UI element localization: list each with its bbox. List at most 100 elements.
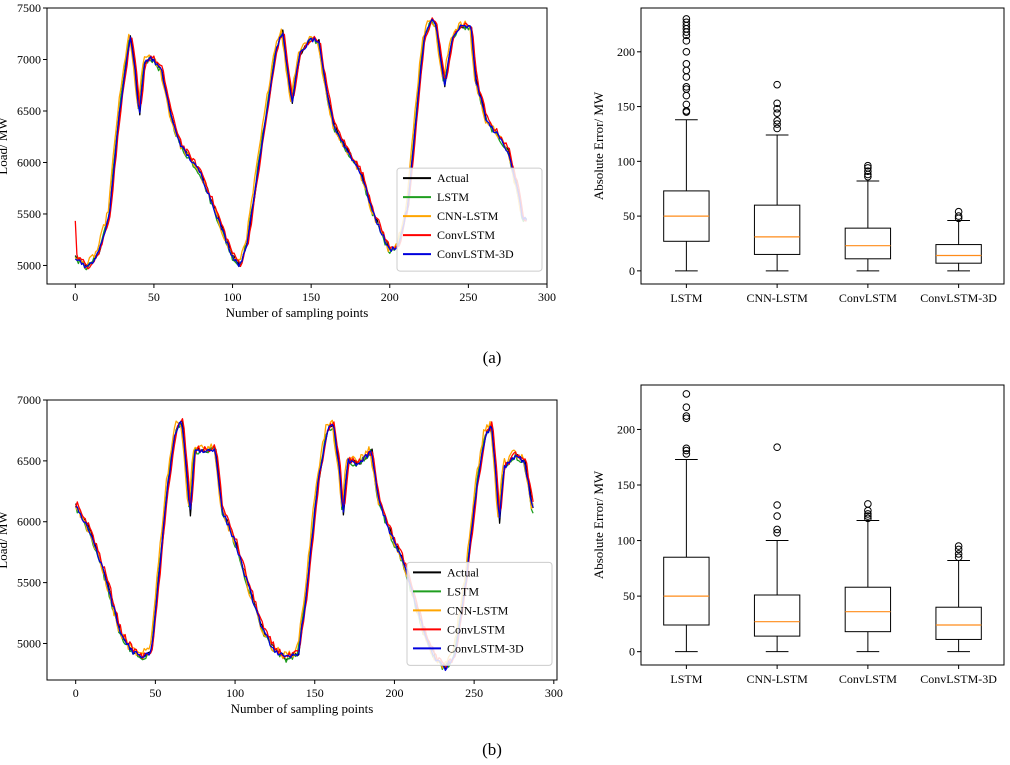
- b-box-ytick-label-2: 100: [617, 534, 635, 548]
- panel-a-line-chart: 0 50 100 150 200 250 300 5000 5500 6000 6500 7000 75…: [0, 1, 556, 320]
- a-box-outlier-1-2: [773, 117, 781, 125]
- b-box-box-1: [753, 594, 801, 637]
- a-line-legend-label-2: CNN-LSTM: [437, 209, 499, 223]
- panel-label-a: (a): [483, 348, 502, 367]
- b-box-outlier-1-3: [773, 501, 781, 509]
- b-line-xtick-label-5: 250: [465, 686, 483, 700]
- b-box-xtick-label-0: LSTM: [670, 672, 702, 686]
- a-box-ytick-label-1: 50: [623, 209, 635, 223]
- a-box-outlier-2-4: [864, 161, 872, 170]
- a-box-ytick-label-0: 0: [629, 264, 635, 278]
- a-line-series-convlstm-3d: [74, 18, 528, 269]
- a-line-legend-label-0: Actual: [437, 171, 470, 185]
- b-line-xlabel: Number of sampling points: [231, 701, 374, 716]
- b-box-outlier-0-4: [682, 412, 691, 420]
- b-line-ylabel: Load/ MW: [0, 511, 10, 569]
- b-box-outlier-1-1: [773, 525, 781, 534]
- b-box-box-2: [844, 586, 892, 633]
- a-box-outlier-0-16: [682, 15, 691, 23]
- b-line-legend-label-1: LSTM: [447, 584, 479, 598]
- a-box-outlier-3-1: [954, 212, 963, 220]
- b-box-box-0: [663, 556, 710, 626]
- a-box-xtick-label-1: CNN-LSTM: [746, 291, 808, 305]
- b-line-legend-label-2: CNN-LSTM: [447, 603, 509, 617]
- b-line-legend-label-0: Actual: [447, 565, 480, 579]
- panel-b-box-plot: 0 50 100 150 200 Absolute Error/ MW LSTM CNN-LS…: [591, 384, 1005, 686]
- b-line-legend-label-3: ConvLSTM: [447, 622, 505, 636]
- a-box-outlier-1-0: [773, 124, 781, 133]
- b-line-xtick-label-0: 0: [73, 686, 79, 700]
- a-line-xtick-label-5: 250: [459, 290, 477, 304]
- b-box-outlier-0-0: [682, 450, 691, 458]
- b-line-xtick-label-2: 100: [226, 686, 244, 700]
- a-box-box-2: [844, 227, 892, 260]
- a-line-legend-box: [396, 167, 543, 272]
- b-box-outlier-1-4: [773, 443, 781, 452]
- a-box-outlier-2-3: [864, 164, 872, 172]
- b-box-outlier-3-1: [954, 550, 963, 558]
- a-line-ylabel: Load/ MW: [0, 117, 10, 175]
- a-box-box-1: [753, 204, 801, 255]
- b-box-outlier-2-1: [864, 512, 872, 520]
- a-box-box-3: [935, 244, 982, 264]
- a-box-outlier-0-8: [682, 60, 691, 68]
- b-box-outlier-2-0: [864, 514, 872, 523]
- b-box-outlier-1-0: [773, 528, 781, 537]
- a-box-xtick-label-2: ConvLSTM: [839, 291, 897, 305]
- panel-a-box-plot: 0 50 100 150 200 Absolute Error/ MW LSTM CNN-LS…: [591, 7, 1005, 305]
- b-line-ytick-label-4: 7000: [17, 393, 41, 407]
- a-box-outlier-0-5: [682, 83, 691, 91]
- a-line-ytick-label-0: 5000: [17, 258, 41, 272]
- b-line-legend-box: [406, 561, 553, 666]
- b-box-outlier-0-1: [682, 446, 691, 455]
- a-box-ytick-label-2: 100: [617, 154, 635, 168]
- b-line-ytick-label-1: 5500: [17, 576, 41, 590]
- b-box-ytick-label-3: 150: [617, 478, 635, 492]
- a-line-ytick-label-4: 7000: [17, 52, 41, 66]
- b-line-ytick-label-0: 5000: [17, 636, 41, 650]
- b-box-xtick-label-1: CNN-LSTM: [746, 672, 808, 686]
- a-box-outlier-0-2: [682, 100, 691, 109]
- b-box-outlier-1-2: [773, 512, 781, 520]
- a-line-ytick-label-3: 6500: [17, 104, 41, 118]
- a-box-xtick-label-3: ConvLSTM-3D: [920, 291, 997, 305]
- a-box-outlier-1-4: [773, 104, 781, 113]
- a-box-outlier-1-3: [773, 109, 781, 117]
- a-line-xtick-label-2: 100: [224, 290, 242, 304]
- b-box-xtick-label-3: ConvLSTM-3D: [920, 672, 997, 686]
- b-box-outlier-0-5: [682, 403, 691, 412]
- a-box-ytick-label-4: 200: [617, 45, 635, 59]
- b-line-xtick-label-4: 200: [385, 686, 403, 700]
- b-box-outlier-2-2: [864, 510, 872, 518]
- b-line-ytick-label-3: 6500: [17, 454, 41, 468]
- a-line-ytick-label-1: 5500: [17, 207, 41, 221]
- b-box-outlier-3-0: [954, 553, 963, 562]
- a-box-outlier-1-5: [773, 99, 781, 108]
- a-box-outlier-1-1: [773, 120, 781, 128]
- a-line-xtick-label-6: 300: [538, 290, 556, 304]
- b-box-xtick-label-2: ConvLSTM: [839, 672, 897, 686]
- a-box-ytick-label-3: 150: [617, 100, 635, 114]
- a-box-outlier-0-10: [682, 37, 691, 45]
- b-line-legend-label-4: ConvLSTM-3D: [447, 641, 524, 655]
- b-box-ylabel: Absolute Error/ MW: [591, 470, 606, 579]
- a-box-outlier-1-6: [773, 80, 781, 89]
- a-box-outlier-2-0: [864, 172, 872, 181]
- a-line-xtick-label-3: 150: [302, 290, 320, 304]
- a-line-xlabel: Number of sampling points: [226, 305, 369, 320]
- b-line-xtick-label-1: 50: [149, 686, 161, 700]
- a-box-outlier-0-4: [682, 85, 691, 93]
- b-line-xtick-label-3: 150: [306, 686, 324, 700]
- b-box-outlier-3-2: [954, 545, 963, 554]
- a-line-legend-label-3: ConvLSTM: [437, 228, 495, 242]
- a-line-ytick-label-5: 7500: [17, 1, 41, 15]
- a-line-xtick-label-4: 200: [381, 290, 399, 304]
- b-box-ytick-label-0: 0: [629, 645, 635, 659]
- a-box-outlier-0-15: [682, 18, 691, 27]
- panel-b-line-chart: 0 50 100 150 200 250 300 5000 5500 6000 6500 7000 Nu…: [0, 393, 563, 716]
- b-box-outlier-3-3: [954, 542, 963, 550]
- b-box-outlier-0-3: [682, 414, 691, 423]
- b-box-ytick-label-4: 200: [617, 422, 635, 436]
- b-box-plot-frame: [640, 384, 1005, 666]
